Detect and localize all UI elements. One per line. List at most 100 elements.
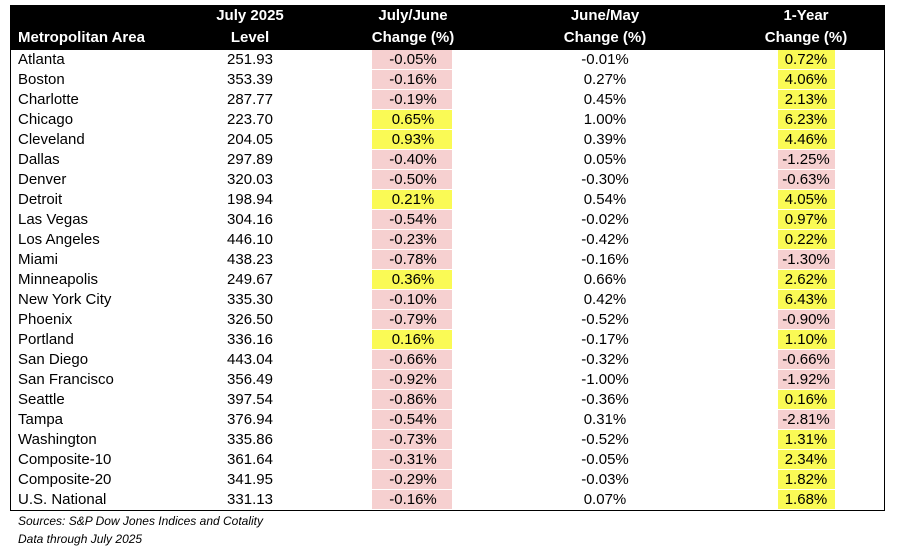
cell: 0.39% (583, 131, 627, 148)
positive-highlight (778, 70, 835, 89)
column-header: Change (%) (563, 29, 647, 46)
cell: -0.73% (389, 431, 437, 448)
cell: -0.86% (389, 391, 437, 408)
cell: -1.25% (782, 151, 830, 168)
cell: -0.54% (389, 211, 437, 228)
positive-highlight (372, 270, 452, 289)
negative-highlight (778, 350, 835, 369)
column-header: July 2025 (216, 7, 284, 24)
cell: -0.63% (782, 171, 830, 188)
cell: 0.65% (391, 111, 435, 128)
row-label: Detroit (18, 191, 63, 208)
cell: -0.42% (581, 231, 629, 248)
table-body (10, 50, 885, 511)
cell: 446.10 (227, 231, 273, 248)
source-note: Sources: S&P Dow Jones Indices and Cotal… (18, 514, 264, 528)
cell: 198.94 (227, 191, 273, 208)
column-header: July/June (378, 7, 448, 24)
negative-highlight (778, 370, 835, 389)
row-label: Seattle (18, 391, 65, 408)
cell: -1.92% (782, 371, 830, 388)
column-header: Metropolitan Area (18, 29, 145, 46)
column-header: Change (%) (371, 29, 455, 46)
cell: 341.95 (227, 471, 273, 488)
cell: 326.50 (227, 311, 273, 328)
cell: -1.30% (782, 251, 830, 268)
cell: 335.30 (227, 291, 273, 308)
row-label: Denver (18, 171, 67, 188)
negative-highlight (372, 410, 452, 429)
negative-highlight (778, 410, 835, 429)
positive-highlight (372, 130, 452, 149)
negative-highlight (372, 450, 452, 469)
cell: -1.00% (581, 371, 629, 388)
cell: -0.50% (389, 171, 437, 188)
positive-highlight (778, 450, 835, 469)
cell: 331.13 (227, 491, 273, 508)
cell: -0.92% (389, 371, 437, 388)
positive-highlight (778, 430, 835, 449)
cell: 4.05% (784, 191, 828, 208)
cell: 1.68% (784, 491, 828, 508)
positive-highlight (372, 110, 452, 129)
cell: -2.81% (782, 411, 830, 428)
positive-highlight (778, 470, 835, 489)
cell: 353.39 (227, 71, 273, 88)
cell: 356.49 (227, 371, 273, 388)
cell: 4.46% (784, 131, 828, 148)
cell: 0.36% (391, 271, 435, 288)
positive-highlight (372, 190, 452, 209)
header-bar (10, 5, 885, 50)
cell: 0.72% (784, 51, 828, 68)
cell: 204.05 (227, 131, 273, 148)
cell: -0.01% (581, 51, 629, 68)
cell: 0.93% (391, 131, 435, 148)
cell: -0.10% (389, 291, 437, 308)
cell: 397.54 (227, 391, 273, 408)
negative-highlight (372, 250, 452, 269)
column-header: June/May (570, 7, 640, 24)
cell: -0.05% (389, 51, 437, 68)
row-label: Washington (18, 431, 97, 448)
row-label: Phoenix (18, 311, 73, 328)
positive-highlight (778, 190, 835, 209)
row-label: Portland (18, 331, 74, 348)
cell: 0.97% (784, 211, 828, 228)
negative-highlight (778, 310, 835, 329)
row-label: Composite-20 (18, 471, 112, 488)
cell: 251.93 (227, 51, 273, 68)
positive-highlight (778, 130, 835, 149)
row-label: Charlotte (18, 91, 79, 108)
cell: 0.31% (583, 411, 627, 428)
negative-highlight (778, 150, 835, 169)
negative-highlight (372, 70, 452, 89)
cell: -0.05% (581, 451, 629, 468)
positive-highlight (778, 50, 835, 69)
row-label: Chicago (18, 111, 74, 128)
cell: 2.34% (784, 451, 828, 468)
negative-highlight (372, 430, 452, 449)
cell: 0.45% (583, 91, 627, 108)
negative-highlight (372, 390, 452, 409)
cell: 297.89 (227, 151, 273, 168)
cell: 0.05% (583, 151, 627, 168)
negative-highlight (372, 90, 452, 109)
cell: 249.67 (227, 271, 273, 288)
row-label: Tampa (18, 411, 64, 428)
row-label: San Francisco (18, 371, 114, 388)
cell: -0.31% (389, 451, 437, 468)
cell: 335.86 (227, 431, 273, 448)
negative-highlight (372, 370, 452, 389)
positive-highlight (778, 110, 835, 129)
cell: 1.10% (784, 331, 828, 348)
cell: 6.43% (784, 291, 828, 308)
source-note: Data through July 2025 (18, 532, 143, 546)
cell: 0.22% (784, 231, 828, 248)
negative-highlight (372, 150, 452, 169)
row-label: U.S. National (18, 491, 107, 508)
cell: -0.17% (581, 331, 629, 348)
positive-highlight (778, 90, 835, 109)
cell: -0.32% (581, 351, 629, 368)
row-label: San Diego (18, 351, 89, 368)
